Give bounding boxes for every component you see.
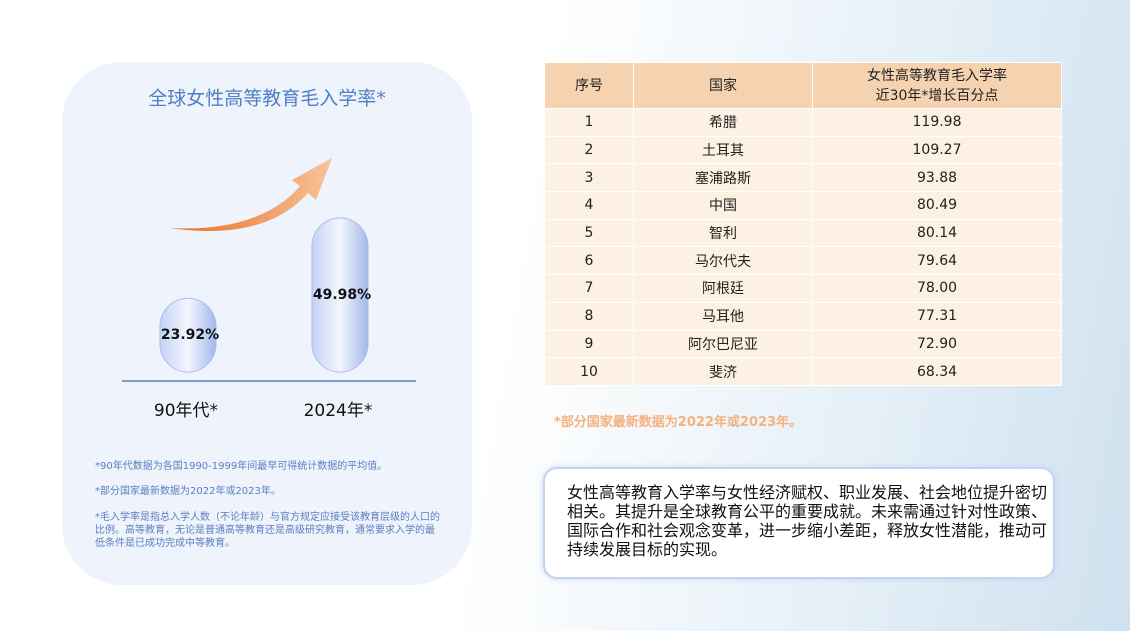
table-body: 1 希腊 119.98 2 土耳其 109.27 3 塞浦路斯 93.88 4 中国 80.49 5 智利…: [544, 108, 1062, 386]
table-cell: 78.00: [812, 274, 1062, 303]
table-row: 8 马耳他 77.31: [544, 301, 1062, 331]
table-cell: 80.14: [812, 218, 1062, 248]
table-cell: 马尔代夫: [633, 246, 813, 276]
x-tick-label: 90年代*: [154, 401, 218, 421]
note: *90年代数据为各国1990-1999年间最早可得统计数据的平均值。: [95, 461, 388, 472]
table-row: 7 阿根廷 78.00: [544, 274, 1062, 303]
table-cell: 6: [544, 246, 634, 276]
value-label: 23.92%: [161, 327, 219, 343]
table-cell: 斐济: [633, 357, 813, 386]
table-cell: 72.90: [812, 329, 1062, 359]
table-cell: 塞浦路斯: [633, 163, 813, 193]
table-cell: 9: [544, 329, 634, 359]
header-cell: 女性高等教育毛入学率 近30年*增长百分点: [812, 62, 1062, 109]
table-cell: 77.31: [812, 301, 1062, 331]
table-row: 2 土耳其 109.27: [544, 135, 1062, 165]
x-tick-label: 2024年*: [304, 401, 373, 421]
table-row: 3 塞浦路斯 93.88: [544, 163, 1062, 193]
note: *毛入学率是指总入学人数（不论年龄）与官方规定应接受该教育层级的人口的比例。高等…: [95, 512, 440, 549]
bar: [311, 217, 369, 373]
table-cell: 阿尔巴尼亚: [633, 329, 813, 359]
table-cell: 109.27: [812, 135, 1062, 165]
table-cell: 智利: [633, 218, 813, 248]
table-cell: 7: [544, 274, 634, 303]
table-cell: 2: [544, 135, 634, 165]
table-cell: 80.49: [812, 191, 1062, 220]
chart-title: 全球女性高等教育毛入学率*: [148, 88, 386, 110]
summary: 女性高等教育入学率与女性经济赋权、职业发展、社会地位提升密切相关。其提升是全球教…: [543, 467, 1055, 579]
table-cell: 1: [544, 108, 634, 137]
table-cell: 马耳他: [633, 301, 813, 331]
table-row: 9 阿尔巴尼亚 72.90: [544, 329, 1062, 359]
table-row: 5 智利 80.14: [544, 218, 1062, 248]
table-row: 1 希腊 119.98: [544, 108, 1062, 137]
bar: [159, 297, 217, 373]
table-cell: 土耳其: [633, 135, 813, 165]
table-cell: 79.64: [812, 246, 1062, 276]
table-cell: 68.34: [812, 357, 1062, 386]
header-line: 女性高等教育毛入学率: [867, 67, 1007, 84]
arrow: [170, 158, 332, 231]
table-cell: 4: [544, 191, 634, 220]
header-cell: 序号: [544, 62, 634, 109]
table-cell: 希腊: [633, 108, 813, 137]
header-line: 近30年*增长百分点: [875, 87, 999, 104]
table-row: 4 中国 80.49: [544, 191, 1062, 220]
table-cell: 3: [544, 163, 634, 193]
note: *部分国家最新数据为2022年或2023年。: [95, 486, 281, 497]
header-cell: 国家: [633, 62, 813, 109]
table-cell: 10: [544, 357, 634, 386]
table: 序号 国家 女性高等教育毛入学率 近30年*增长百分点 1 希腊 119.98 2 土耳其…: [544, 62, 1062, 386]
table-cell: 93.88: [812, 163, 1062, 193]
table-cell: 8: [544, 301, 634, 331]
table-cell: 中国: [633, 191, 813, 220]
panel: [62, 62, 472, 585]
table-cell: 119.98: [812, 108, 1062, 137]
table-row: 6 马尔代夫 79.64: [544, 246, 1062, 276]
table-note: *部分国家最新数据为2022年或2023年。: [554, 415, 803, 430]
header-row: 序号 国家 女性高等教育毛入学率 近30年*增长百分点: [544, 62, 1062, 109]
table-row: 10 斐济 68.34: [544, 357, 1062, 386]
value-label: 49.98%: [313, 287, 371, 303]
table-cell: 5: [544, 218, 634, 248]
table-cell: 阿根廷: [633, 274, 813, 303]
